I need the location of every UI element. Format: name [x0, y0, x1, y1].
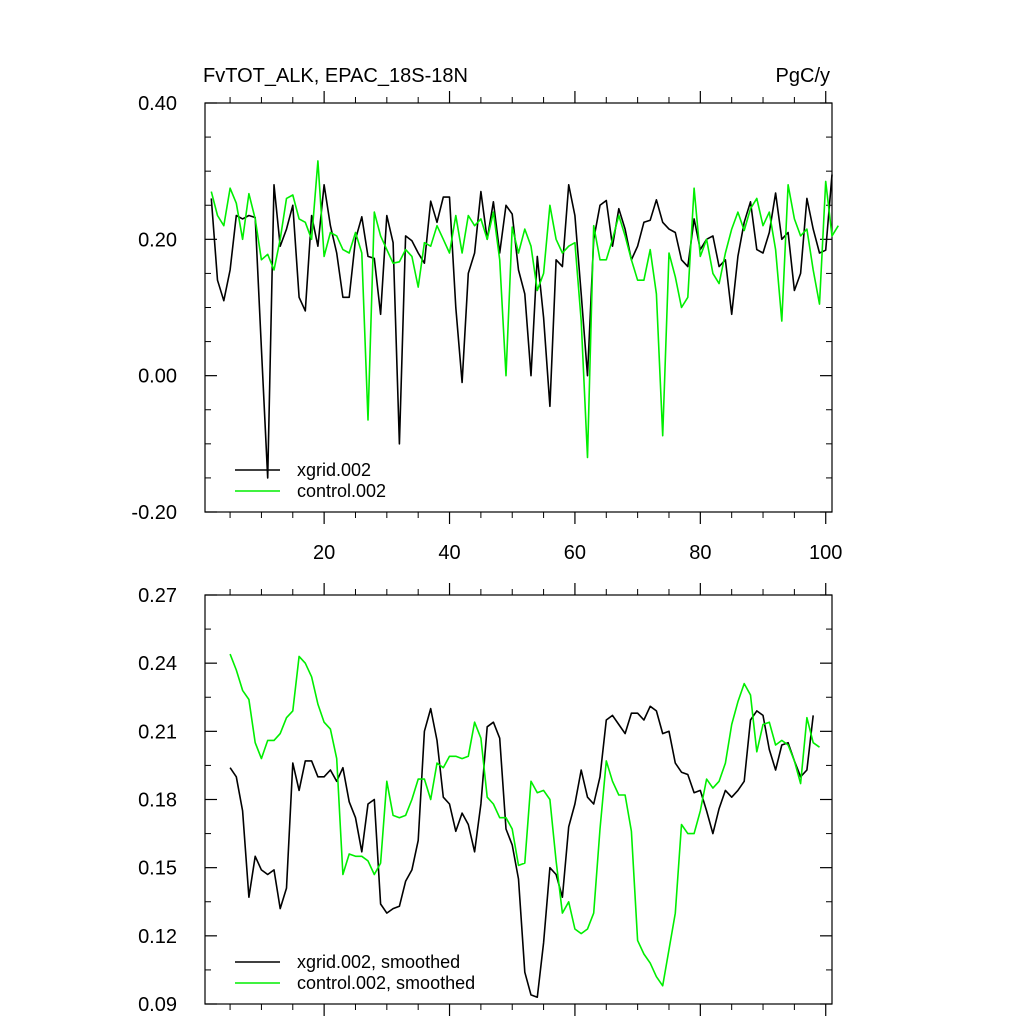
y-tick-label: 0.27 — [138, 585, 177, 607]
top-axes: -0.20 0.00 0.20 0.40 20 40 60 80 100 — [131, 91, 842, 564]
top-series-group — [210, 160, 839, 479]
bottom-panel: 0.09 0.12 0.15 0.18 0.21 0.24 0.27 xgrid.002, … — [138, 583, 833, 1016]
y-tick-label: 0.12 — [138, 926, 177, 948]
bottom-series-group — [229, 653, 820, 999]
x-tick-label: 20 — [313, 542, 335, 564]
y-tick-label: 0.00 — [138, 366, 177, 388]
y-tick-label: -0.20 — [131, 502, 177, 524]
x-tick-label: 80 — [689, 542, 711, 564]
y-tick-label: 0.20 — [138, 229, 177, 251]
series-line-control — [210, 160, 839, 459]
y-tick-label: 0.21 — [138, 721, 177, 743]
legend-label: xgrid.002, smoothed — [297, 952, 460, 972]
y-tick-label: 0.40 — [138, 93, 177, 115]
x-tick-label: 100 — [809, 542, 842, 564]
x-tick-label: 40 — [438, 542, 460, 564]
units-label: PgC/y — [776, 65, 830, 87]
series-line-xgrid — [229, 705, 814, 999]
x-tick-label: 60 — [564, 542, 586, 564]
y-tick-label: 0.15 — [138, 858, 177, 880]
y-tick-label: 0.09 — [138, 994, 177, 1016]
legend-label: control.002 — [297, 481, 386, 501]
bottom-axes: 0.09 0.12 0.15 0.18 0.21 0.24 0.27 — [138, 583, 832, 1016]
top-plot-frame — [204, 102, 833, 513]
top-panel: FvTOT_ALK, EPAC_18S-18N PgC/y -0.20 0.00 0… — [131, 65, 842, 564]
series-line-control — [229, 653, 820, 987]
y-tick-label: 0.18 — [138, 790, 177, 812]
legend-label: control.002, smoothed — [297, 973, 475, 993]
legend-label: xgrid.002 — [297, 460, 371, 480]
series-line-xgrid — [210, 174, 833, 479]
chart-title: FvTOT_ALK, EPAC_18S-18N — [203, 65, 468, 87]
y-tick-label: 0.24 — [138, 653, 177, 675]
